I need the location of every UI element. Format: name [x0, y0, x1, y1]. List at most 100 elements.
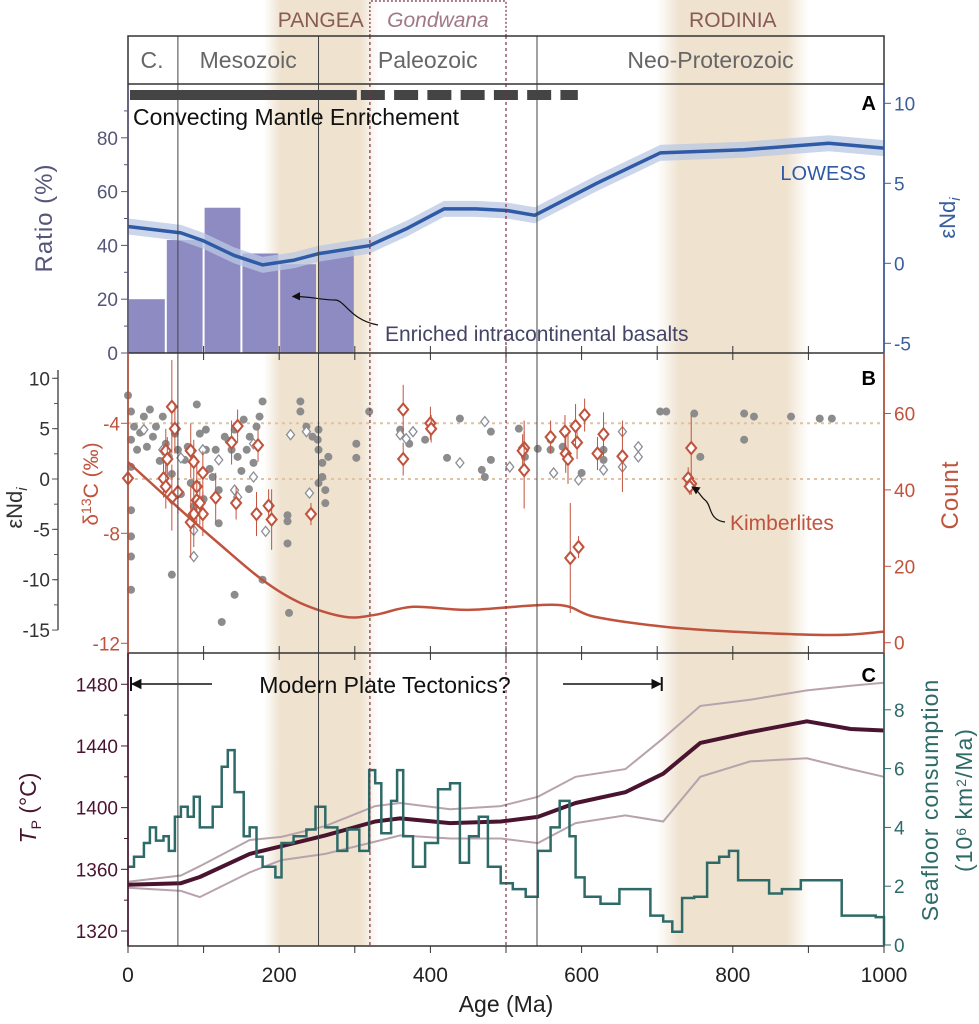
basalts-annotation: Enriched intracontinental basalts	[385, 323, 689, 346]
d13c-diamond	[569, 418, 582, 434]
era-label: Neo-Proterozoic	[627, 47, 793, 73]
mantle-enrichment-bar-dash	[560, 90, 578, 100]
seafloor-axis-units-part: km	[951, 787, 977, 827]
end-axis-b-label: 0	[39, 470, 50, 491]
end-dot	[296, 397, 305, 406]
end-dot	[480, 472, 489, 481]
d13c-diamond	[597, 426, 610, 442]
mantle-enrichment-bar-dash	[527, 90, 552, 100]
end-open-diamond	[573, 473, 584, 487]
d13c-diamond	[517, 462, 531, 478]
end-axis-b-label: 5	[39, 420, 50, 441]
mantle-enrichment-bar-dash	[493, 90, 518, 100]
d13c-diamond	[209, 489, 222, 506]
end-axis-a-label: 0	[894, 254, 905, 275]
end-dot	[130, 422, 139, 431]
d13c-diamond	[424, 421, 438, 437]
supercontinent-label: PANGEA	[278, 9, 364, 32]
panel-label-a: A	[862, 93, 876, 115]
d13c-diamond	[251, 437, 265, 453]
d13c-diamond	[558, 423, 572, 440]
ratio-axis-label: 60	[97, 183, 118, 204]
era-label: Paleozoic	[378, 47, 478, 73]
d13c-diamond	[193, 495, 207, 511]
end-axis-a-label: -5	[894, 334, 911, 355]
d13c-axis-label: -12	[93, 634, 120, 655]
seafloor-axis-units-part: (10	[951, 836, 977, 872]
end-dot	[127, 506, 136, 515]
end-dot	[211, 445, 220, 454]
end-dot	[237, 466, 246, 475]
d13c-diamond	[684, 440, 698, 456]
end-dot	[244, 485, 253, 494]
tp-axis-title-part: P	[28, 820, 44, 829]
end-open-diamond	[548, 466, 559, 479]
end-open-diamond	[401, 432, 412, 445]
end-dot	[133, 445, 142, 454]
end-dot	[656, 407, 665, 416]
end-dot	[318, 458, 327, 467]
x-tick-label: 800	[715, 964, 750, 987]
mantle-enrichment-bar-dash	[427, 90, 452, 100]
end-dot	[690, 409, 699, 418]
end-dot	[313, 435, 322, 444]
count-axis-label: 40	[894, 481, 915, 502]
x-axis-title: Age (Ma)	[459, 991, 554, 1017]
d13c-diamond	[516, 443, 529, 459]
end-dot	[318, 472, 327, 481]
end-axis-b-title-part: i	[14, 487, 31, 491]
d13c-diamond	[265, 511, 278, 528]
tectonics-label: Modern Plate Tectonics?	[259, 672, 510, 698]
end-axis-b-label: 10	[29, 369, 50, 390]
d13c-diamond	[304, 506, 318, 522]
ratio-axis-label: 0	[107, 344, 118, 365]
end-dot	[283, 539, 292, 548]
seafloor-axis-label: 6	[894, 760, 905, 781]
end-dot	[599, 455, 608, 464]
tp-axis-label: 1480	[76, 675, 118, 696]
end-dot	[477, 465, 486, 474]
seafloor-axis-label: 8	[894, 701, 905, 722]
end-dot	[205, 464, 214, 473]
end-dot	[217, 617, 226, 626]
end-dot	[255, 412, 264, 421]
end-dot	[214, 519, 223, 528]
end-dot	[827, 414, 836, 423]
d13c-axis-title-part: 13	[78, 498, 94, 514]
end-open-diamond	[455, 456, 465, 469]
seafloor-axis-title: Seafloor consumption	[917, 679, 943, 921]
d13c-axis-title: δ13C (‰)	[78, 442, 103, 525]
end-dot	[127, 585, 136, 594]
seafloor-axis-label: 0	[894, 936, 905, 957]
d13c-diamond	[187, 454, 201, 470]
d13c-diamond	[159, 478, 173, 495]
d13c-axis-label: -8	[103, 524, 120, 545]
end-open-diamond	[479, 415, 490, 428]
end-dot	[321, 499, 330, 508]
ratio-bar	[318, 250, 354, 353]
kimberlites-arrow	[691, 486, 726, 523]
tp-axis-label: 1440	[76, 737, 118, 758]
era-label: C.	[141, 47, 164, 73]
end-dot	[365, 407, 374, 416]
lowess-line	[127, 141, 885, 267]
end-dot	[740, 409, 749, 418]
end-dot	[486, 455, 495, 464]
end-dot	[283, 511, 292, 520]
seafloor-axis-units: (106 km2/Ma)	[951, 728, 977, 872]
end-axis-b-title-part: εNd	[2, 491, 27, 529]
end-dot	[696, 452, 705, 461]
end-open-diamond	[139, 423, 149, 436]
end-open-diamond	[633, 440, 644, 453]
seafloor-axis-units-part: 2	[953, 778, 969, 787]
end-dot	[127, 552, 136, 561]
end-open-diamond	[213, 453, 224, 466]
end-dot	[127, 532, 136, 541]
count-axis-label: 0	[894, 634, 905, 655]
kimberlites-annotation: Kimberlites	[730, 512, 834, 535]
d13c-diamond	[616, 448, 629, 464]
count-axis-label: 20	[894, 557, 915, 578]
end-dot	[352, 439, 361, 448]
end-open-diamond	[304, 487, 315, 500]
